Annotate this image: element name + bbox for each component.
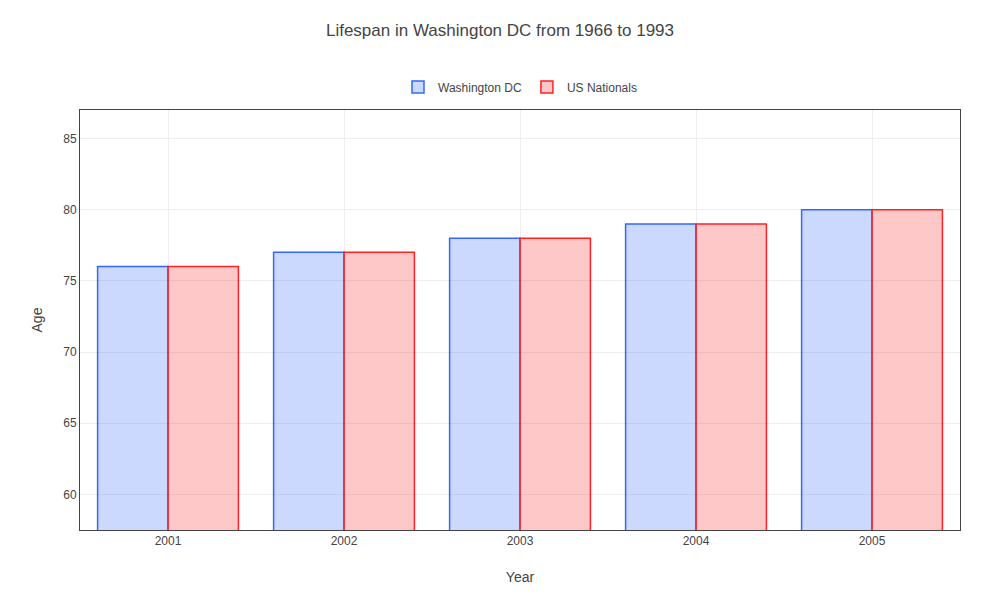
svg-text:2002: 2002 [331, 534, 358, 548]
svg-text:75: 75 [63, 274, 77, 288]
svg-text:Lifespan in Washington DC from: Lifespan in Washington DC from 1966 to 1… [326, 21, 674, 40]
svg-text:Age: Age [29, 307, 45, 332]
svg-text:60: 60 [63, 488, 77, 502]
svg-text:65: 65 [63, 416, 77, 430]
svg-text:2003: 2003 [507, 534, 534, 548]
svg-text:70: 70 [63, 345, 77, 359]
svg-text:2001: 2001 [155, 534, 182, 548]
svg-text:2005: 2005 [859, 534, 886, 548]
svg-text:85: 85 [63, 132, 77, 146]
svg-text:US Nationals: US Nationals [567, 81, 637, 95]
svg-text:2004: 2004 [683, 534, 710, 548]
svg-text:Year: Year [506, 569, 535, 585]
svg-text:80: 80 [63, 203, 77, 217]
svg-text:Washington DC: Washington DC [438, 81, 522, 95]
